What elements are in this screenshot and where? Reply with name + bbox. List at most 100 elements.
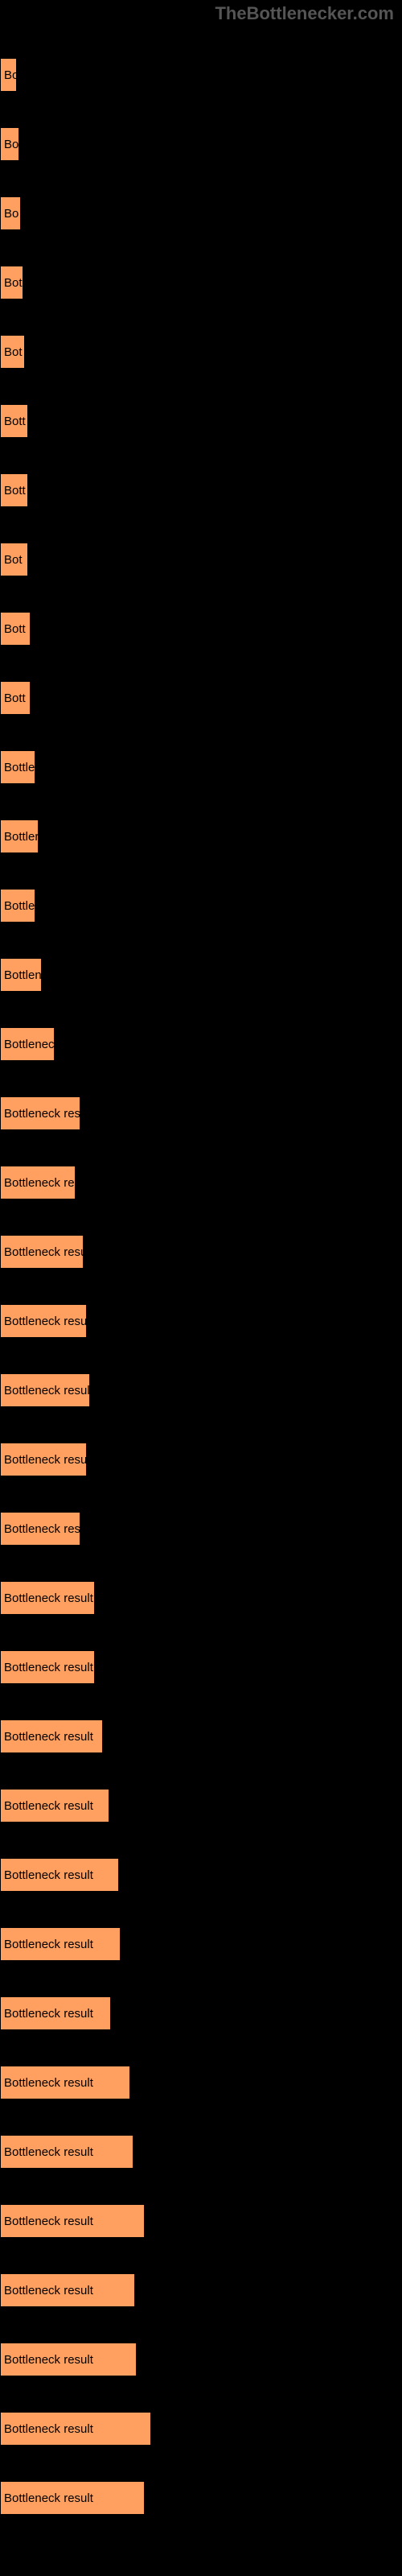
- bar-label: Bottleneck result: [1, 2353, 93, 2367]
- chart-bar: Bottleneck result: [0, 1927, 121, 1961]
- bar-label: Bott: [1, 691, 26, 705]
- chart-bar: Bottleneck result: [0, 2343, 137, 2376]
- chart-bar: Bo: [0, 127, 19, 161]
- chart-bar: Bo: [0, 58, 17, 92]
- bar-label: Bottleneck result: [1, 1315, 87, 1328]
- chart-bar: Bottle: [0, 750, 35, 784]
- chart-row: Bottleneck resu: [0, 1494, 402, 1563]
- chart-bar: Bottleneck result: [0, 1443, 87, 1476]
- chart-row: Bottleneck result: [0, 2117, 402, 2186]
- chart-row: Bottleneck result: [0, 1771, 402, 1840]
- chart-bar: Bott: [0, 404, 28, 438]
- bar-label: Bottle: [1, 899, 35, 913]
- bar-label: Bottleneck result: [1, 1868, 93, 1882]
- chart-row: Bott: [0, 386, 402, 456]
- chart-bar: Bottleneck result: [0, 1719, 103, 1753]
- chart-bar: Bot: [0, 266, 23, 299]
- chart-bar: Bottleneck result: [0, 1304, 87, 1338]
- chart-bar: Bottleneck resu: [0, 1512, 80, 1546]
- chart-bar: Bottleneck result: [0, 2066, 130, 2099]
- chart-bar: Bottleneck resu: [0, 1096, 80, 1130]
- chart-bar: Bottleneck result: [0, 2204, 145, 2238]
- chart-bar: Bottler: [0, 819, 39, 853]
- chart-row: Bottleneck result: [0, 2394, 402, 2463]
- chart-bar: Bottleneck result: [0, 2412, 151, 2446]
- chart-bar: Bot: [0, 543, 28, 576]
- bar-label: Bottle: [1, 761, 35, 774]
- chart-row: Bott: [0, 594, 402, 663]
- chart-row: Bottleneck result: [0, 1356, 402, 1425]
- bar-label: Bottleneck result: [1, 1453, 87, 1467]
- bar-label: Bottleneck result: [1, 1384, 90, 1397]
- bottleneck-bar-chart: Bo Bo Bo Bot Bot Bott Bott Bot Bott Bott Bottle Bot…: [0, 40, 402, 2533]
- bar-label: Bottleneck result: [1, 1799, 93, 1813]
- bar-label: Bottler: [1, 830, 39, 844]
- chart-bar: Bottleneck result: [0, 1581, 95, 1615]
- chart-row: Bottle: [0, 733, 402, 802]
- chart-row: Bottleneck result: [0, 1840, 402, 1909]
- bar-label: Bottleneck result: [1, 2145, 93, 2159]
- chart-row: Bottleneck result: [0, 1702, 402, 1771]
- chart-row: Bot: [0, 525, 402, 594]
- chart-row: Bottleneck resu: [0, 1079, 402, 1148]
- chart-row: Bot: [0, 317, 402, 386]
- chart-row: Bo: [0, 179, 402, 248]
- bar-label: Bottleneck result: [1, 2491, 93, 2505]
- chart-bar: Bottleneck result: [0, 1858, 119, 1892]
- chart-row: Bottleneck re: [0, 1148, 402, 1217]
- bar-label: Bottleneck result: [1, 2215, 93, 2228]
- bar-label: Bottleneck resu: [1, 1522, 80, 1536]
- bar-label: Bottlen: [1, 968, 42, 982]
- bar-label: Bottleneck resu: [1, 1107, 80, 1121]
- chart-row: Bottleneck result: [0, 1217, 402, 1286]
- chart-row: Bottleneck result: [0, 2325, 402, 2394]
- bar-label: Bot: [1, 345, 23, 359]
- chart-row: Bottleneck result: [0, 1563, 402, 1633]
- bar-label: Bottleneck: [1, 1038, 55, 1051]
- watermark-text: TheBottlenecker.com: [215, 3, 394, 24]
- bar-label: Bot: [1, 553, 23, 567]
- chart-bar: Bottleneck result: [0, 1373, 90, 1407]
- chart-row: Bott: [0, 456, 402, 525]
- chart-row: Bottle: [0, 871, 402, 940]
- bar-label: Bottleneck result: [1, 1661, 93, 1674]
- bar-label: Bottleneck result: [1, 2284, 93, 2297]
- chart-row: Bot: [0, 248, 402, 317]
- bar-label: Bo: [1, 207, 18, 221]
- chart-bar: Bottleneck result: [0, 2135, 133, 2169]
- chart-row: Bottleneck result: [0, 1633, 402, 1702]
- bar-label: Bottleneck result: [1, 2007, 93, 2021]
- bar-label: Bottleneck result: [1, 1245, 84, 1259]
- bar-label: Bottleneck result: [1, 1730, 93, 1744]
- bar-label: Bottleneck result: [1, 1938, 93, 1951]
- chart-row: Bottlen: [0, 940, 402, 1009]
- chart-bar: Bott: [0, 612, 31, 646]
- chart-row: Bott: [0, 663, 402, 733]
- chart-bar: Bott: [0, 681, 31, 715]
- chart-row: Bo: [0, 40, 402, 109]
- chart-row: Bottler: [0, 802, 402, 871]
- chart-bar: Bottlen: [0, 958, 42, 992]
- chart-row: Bottleneck result: [0, 1286, 402, 1356]
- chart-bar: Bottleneck result: [0, 2481, 145, 2515]
- chart-bar: Bottleneck re: [0, 1166, 76, 1199]
- bar-label: Bottleneck result: [1, 2422, 93, 2436]
- chart-bar: Bo: [0, 196, 21, 230]
- chart-row: Bottleneck: [0, 1009, 402, 1079]
- bar-label: Bottleneck result: [1, 1591, 93, 1605]
- bar-label: Bottleneck re: [1, 1176, 75, 1190]
- chart-bar: Bottleneck result: [0, 1996, 111, 2030]
- chart-bar: Bottleneck result: [0, 2273, 135, 2307]
- chart-row: Bottleneck result: [0, 2463, 402, 2533]
- bar-label: Bott: [1, 484, 26, 497]
- chart-row: Bottleneck result: [0, 1979, 402, 2048]
- chart-bar: Bottleneck result: [0, 1650, 95, 1684]
- chart-row: Bottleneck result: [0, 1909, 402, 1979]
- bar-label: Bottleneck result: [1, 2076, 93, 2090]
- chart-bar: Bottleneck result: [0, 1789, 109, 1823]
- bar-label: Bo: [1, 68, 17, 82]
- chart-bar: Bott: [0, 473, 28, 507]
- chart-bar: Bottleneck result: [0, 1235, 84, 1269]
- bar-label: Bo: [1, 138, 18, 151]
- chart-row: Bottleneck result: [0, 2186, 402, 2256]
